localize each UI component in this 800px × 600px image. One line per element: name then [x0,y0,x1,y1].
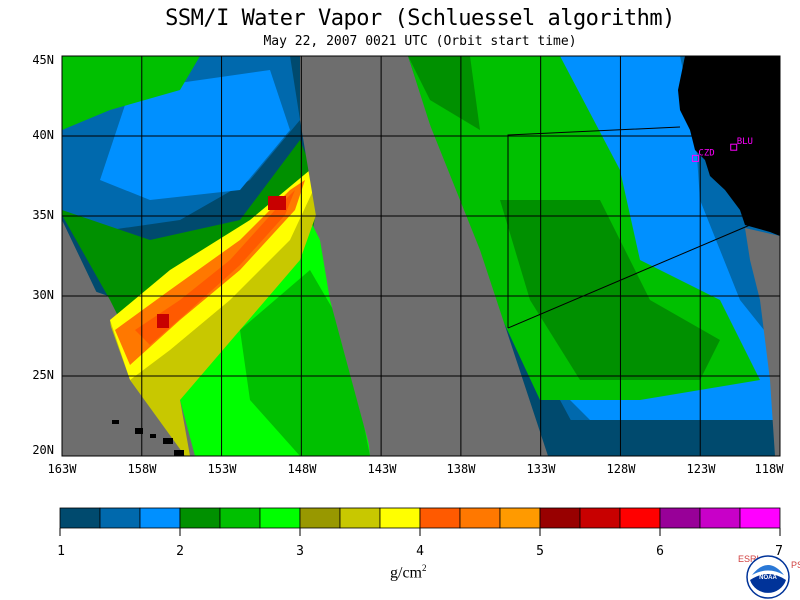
lon-label-118w: 118W [754,462,784,476]
colorbar-swatch [699,507,741,529]
colorbar-swatch [459,507,501,529]
colorbar-tick-2: 2 [176,544,184,559]
colorbar-swatch [339,507,381,529]
swath-east-dark-green-2 [408,56,480,130]
map-frame [61,55,781,457]
colorbar-swatch [139,507,181,529]
colorbar-swatch [579,507,621,529]
lon-label-138w: 138W [446,462,476,476]
land-mask-right [745,228,780,456]
swath-west-red-orange [135,190,295,345]
map-subtitle: May 22, 2007 0021 UTC (Orbit start time) [263,34,577,49]
colorbar-swatch [99,507,141,529]
island-5 [174,450,184,456]
swath-east-dark-green [500,200,720,380]
swath-east-left-mask [405,56,548,456]
colorbar-swatch [219,507,261,529]
swath-east-bottom-dark [545,420,780,456]
lon-label-153w: 153W [207,462,237,476]
logo-left-letters: ESRL [738,554,762,564]
colorbar-swatch [539,507,581,529]
colorbar-swatch [59,507,101,529]
lon-label-163w: 163W [47,462,77,476]
island-3 [150,434,156,438]
station-marker-czd [691,154,699,162]
colorbar-tick-4: 4 [416,544,424,559]
lon-label-128w: 128W [606,462,636,476]
swath-west-max-1 [268,196,286,210]
lon-label-158w: 158W [127,462,157,476]
lon-label-143w: 143W [367,462,397,476]
swath-west-green [62,56,200,130]
map-title: SSM/I Water Vapor (Schluessel algorithm) [165,6,675,31]
eastern-swath [405,56,780,456]
lon-label-133w: 133W [526,462,556,476]
colorbar-swatch [739,507,781,529]
colorbar-swatch [659,507,701,529]
colorbar-swatch [299,507,341,529]
lat-label-25n: 25N [32,368,54,382]
colorbar-tick-5: 5 [536,544,544,559]
swath-west-edge-mask [62,220,185,456]
flight-track-diagonal [507,224,751,329]
western-swath [62,56,410,456]
colorbar-tick-7: 7 [775,544,783,559]
colorbar-swatch [259,507,301,529]
colorbar [59,507,781,536]
colorbar-swatch [619,507,661,529]
swath-west-bright-green-2 [240,270,370,456]
colorbar-swatch [179,507,221,529]
lat-label-35n: 35N [32,208,54,222]
map-area [62,56,780,456]
logo-right-letters: PSD [791,560,800,570]
land-north-america [678,56,780,236]
lat-label-20n: 20N [32,443,54,457]
station-markers: CZD BLU [691,137,753,162]
flight-track [507,126,681,328]
island-4 [163,438,173,444]
island-1 [112,420,119,424]
swath-west-right-mask [300,56,410,456]
station-label-czd: CZD [698,148,714,158]
colorbar-units: g/cm2 [390,563,427,582]
colorbar-tick-3: 3 [296,544,304,559]
colorbar-swatch [499,507,541,529]
lon-label-123w: 123W [686,462,716,476]
station-marker-blu [730,143,738,151]
lat-label-40n: 40N [32,128,54,142]
units-superscript: 2 [422,563,427,573]
lat-label-30n: 30N [32,288,54,302]
colorbar-tick-1: 1 [57,544,65,559]
station-label-blu: BLU [737,137,753,147]
lat-label-45n: 45N [32,53,54,67]
colorbar-swatch [379,507,421,529]
units-base: g/cm [390,564,422,582]
island-2 [135,428,143,434]
lon-label-148w: 148W [287,462,317,476]
colorbar-swatch [419,507,461,529]
swath-west-light-blue [100,70,290,200]
swath-west-max-2 [157,314,169,328]
colorbar-tick-6: 6 [656,544,664,559]
